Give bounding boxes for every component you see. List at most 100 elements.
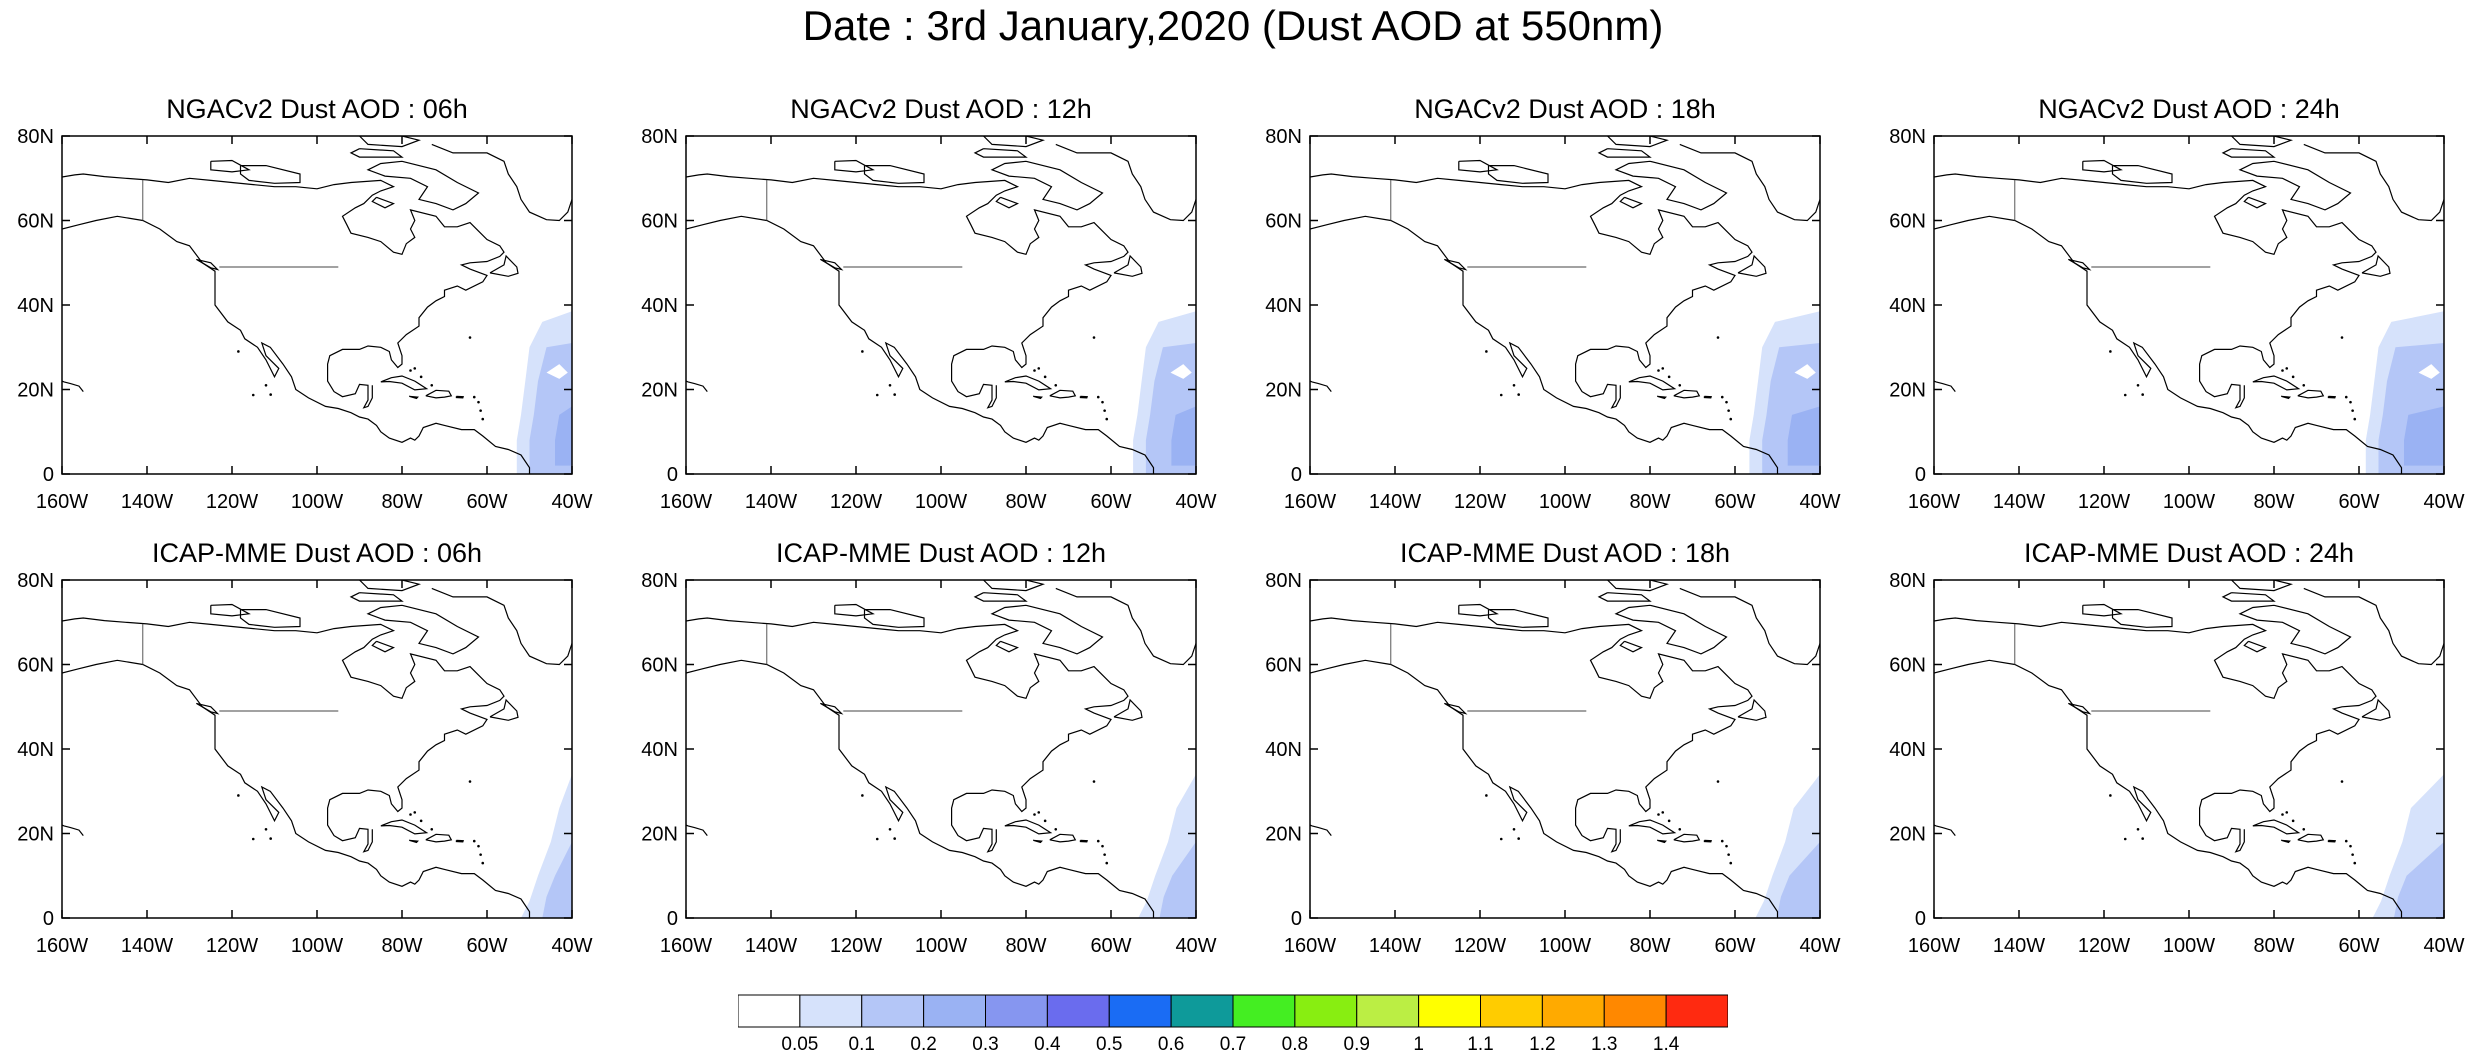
lon-tick-label: 40W xyxy=(551,935,592,957)
lon-tick-label: 140W xyxy=(1993,935,2045,957)
island-dot xyxy=(1729,861,1733,865)
lat-tick-label: 40N xyxy=(1265,739,1302,761)
map-plot: NGACv2 Dust AOD : 12h 0 20N 40N 60N 80N 160W 14… xyxy=(641,94,1216,513)
island-dot xyxy=(413,811,417,814)
dust-aod-shade xyxy=(2418,364,2440,379)
coastline xyxy=(2082,159,2123,173)
dust-aod-shade xyxy=(1170,364,1192,379)
lon-tick-label: 100W xyxy=(915,935,967,957)
coastline xyxy=(1055,587,1196,666)
plot-frame xyxy=(1309,579,1821,919)
coastline xyxy=(431,587,572,666)
coastline xyxy=(1487,608,1549,628)
lat-tick-label: 80N xyxy=(1265,126,1302,148)
map-content xyxy=(1934,136,2444,474)
plot-frame xyxy=(1309,135,1821,475)
island-dot xyxy=(477,400,480,404)
coastline xyxy=(1657,839,1667,844)
lat-tick-label: 40N xyxy=(641,739,678,761)
coastline xyxy=(1607,136,1670,148)
lon-tick-label: 160W xyxy=(1908,491,1960,513)
lon-tick-label: 100W xyxy=(2163,491,2215,513)
lon-tick-label: 60W xyxy=(1090,935,1131,957)
lat-tick-label: 40N xyxy=(17,295,54,317)
colorbar-label: 0.3 xyxy=(972,1034,998,1055)
island-dot xyxy=(237,794,240,797)
lon-tick-label: 140W xyxy=(121,491,173,513)
colorbar-swatch xyxy=(1356,994,1420,1028)
coastline xyxy=(686,617,1129,853)
lon-tick-label: 80W xyxy=(2253,491,2294,513)
island-dot xyxy=(2351,853,2354,856)
island-dot xyxy=(2353,417,2357,421)
coastline xyxy=(2238,160,2352,211)
lat-tick-label: 0 xyxy=(1915,908,1926,930)
island-dot xyxy=(1485,794,1488,797)
island-dot xyxy=(1720,395,1724,399)
dust-aod-shade xyxy=(1776,841,1820,918)
coastline xyxy=(62,659,531,918)
coastline xyxy=(1079,839,1089,843)
coastline xyxy=(1934,638,1935,640)
lon-tick-label: 120W xyxy=(1454,491,1506,513)
island-dot xyxy=(875,393,879,397)
coastline xyxy=(349,592,404,602)
coastline xyxy=(1310,215,1779,474)
lat-tick-label: 0 xyxy=(1291,908,1302,930)
island-dot xyxy=(2344,839,2348,843)
lat-tick-label: 60N xyxy=(1265,655,1302,677)
coastline xyxy=(1628,375,1677,391)
lon-tick-label: 40W xyxy=(2423,935,2464,957)
lon-tick-label: 100W xyxy=(1539,491,1591,513)
lat-tick-label: 80N xyxy=(641,570,678,592)
island-dot xyxy=(2136,383,2140,387)
lon-tick-label: 140W xyxy=(1369,935,1421,957)
coastline xyxy=(1657,395,1667,400)
coastline xyxy=(409,395,419,400)
map-plot: ICAP-MME Dust AOD : 06h 0 20N 40N 60N 80N 160W… xyxy=(17,538,592,957)
lon-tick-label: 40W xyxy=(1175,935,1216,957)
coastline xyxy=(983,580,1046,592)
lat-tick-label: 60N xyxy=(1265,211,1302,233)
plot-frame xyxy=(685,579,1197,919)
island-dot xyxy=(2291,375,2295,379)
map-panel-6: ICAP-MME Dust AOD : 12h 0 20N 40N 60N 80N 160W… xyxy=(624,534,1224,1004)
coastline xyxy=(380,819,429,835)
coastline xyxy=(1737,254,1767,277)
island-dot xyxy=(1727,409,1730,412)
coastline xyxy=(1049,389,1077,399)
island-dot xyxy=(1727,853,1730,856)
island-dot xyxy=(1716,336,1720,339)
coastline xyxy=(1607,580,1670,592)
island-dot xyxy=(893,393,896,396)
island-dot xyxy=(413,367,417,370)
island-dot xyxy=(1517,837,1520,840)
coastline xyxy=(1049,833,1077,843)
lon-tick-label: 40W xyxy=(1175,491,1216,513)
coastline xyxy=(1673,389,1701,399)
colorbar-label: 0.5 xyxy=(1096,1034,1122,1055)
island-dot xyxy=(1033,369,1036,372)
dust-aod-shade xyxy=(1794,364,1816,379)
island-dot xyxy=(1105,417,1109,421)
coastline xyxy=(686,215,1155,474)
coastline xyxy=(371,196,396,209)
island-dot xyxy=(2340,780,2344,783)
coastline xyxy=(2111,608,2173,628)
island-dot xyxy=(1517,393,1520,396)
coastline xyxy=(1934,617,2377,853)
lon-tick-label: 140W xyxy=(745,935,797,957)
coastline xyxy=(2361,698,2391,721)
island-dot xyxy=(2351,409,2354,412)
colorbar-swatch xyxy=(1232,994,1296,1028)
island-dot xyxy=(875,837,879,841)
plot-frame xyxy=(61,135,573,475)
lon-tick-label: 140W xyxy=(1993,491,2045,513)
island-dot xyxy=(1499,393,1503,397)
coastline xyxy=(1934,215,2403,474)
lat-tick-label: 20N xyxy=(1889,824,1926,846)
island-dot xyxy=(861,350,864,353)
coastline xyxy=(455,839,465,843)
coastline xyxy=(1703,395,1713,399)
lat-tick-label: 40N xyxy=(17,739,54,761)
